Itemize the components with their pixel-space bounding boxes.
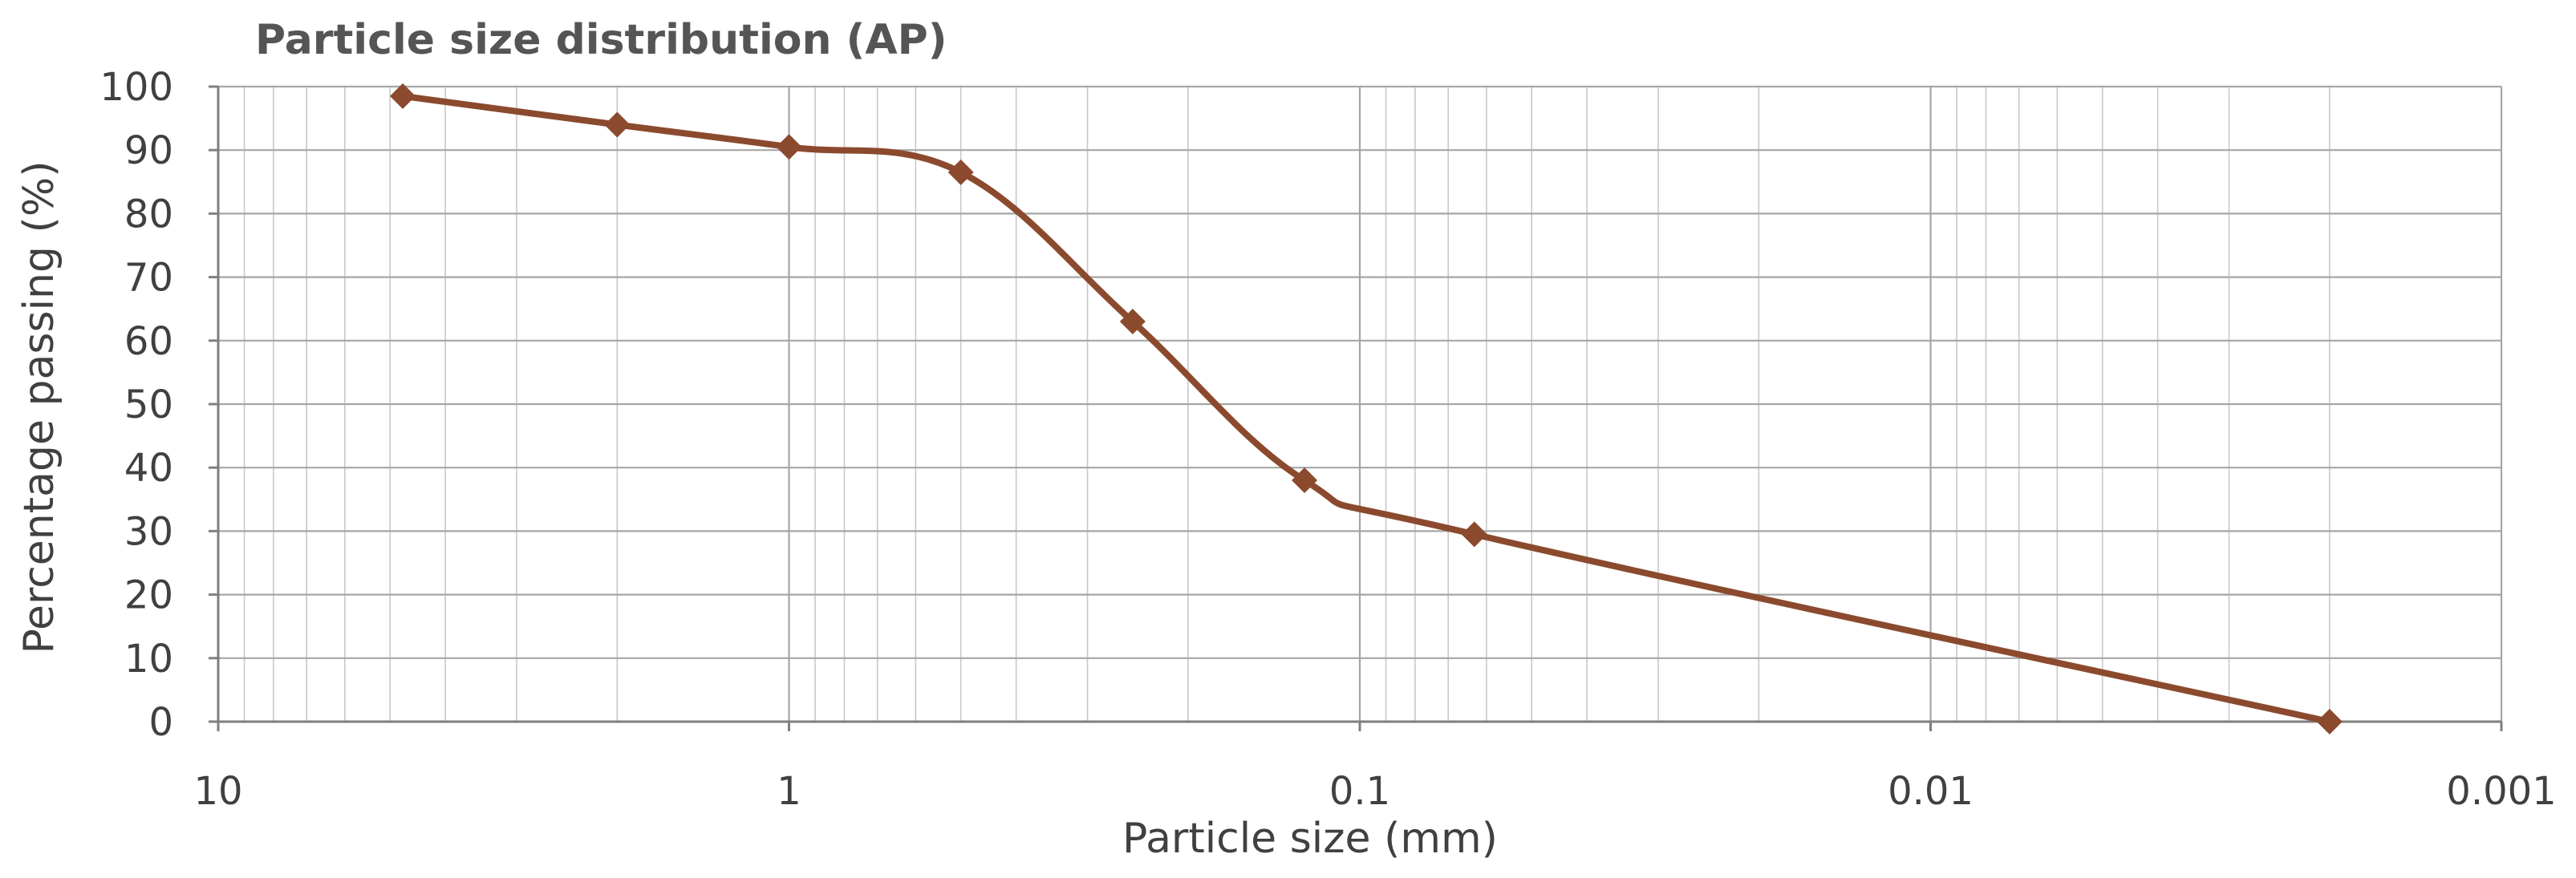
y-tick-label: 60 — [124, 319, 173, 364]
x-tick-label: 0.01 — [1888, 769, 1974, 814]
y-tick-label: 100 — [99, 65, 173, 110]
y-tick-label: 50 — [124, 382, 173, 427]
data-point-marker — [1119, 309, 1146, 335]
x-tick-label: 10 — [193, 769, 242, 814]
series-layer — [390, 83, 2343, 734]
y-tick-label: 30 — [124, 509, 173, 554]
y-axis-label: Percentage passing (%) — [15, 160, 63, 653]
y-tick-label: 20 — [124, 573, 173, 618]
y-tick-label: 80 — [124, 192, 173, 237]
data-point-marker — [947, 159, 974, 185]
y-tick-label: 40 — [124, 446, 173, 491]
data-point-marker — [776, 134, 802, 160]
y-tick-label: 10 — [124, 637, 173, 682]
x-tick-label: 0.001 — [2446, 769, 2556, 814]
series-line — [400, 92, 2333, 725]
data-point-marker — [1461, 521, 1487, 548]
data-point-marker — [1292, 467, 1318, 494]
y-tick-label: 70 — [124, 256, 173, 301]
x-tick-label: 1 — [777, 769, 801, 814]
y-tick-label: 0 — [148, 700, 173, 745]
x-axis-ticks: 10 1 0.1 0.01 0.001 — [193, 769, 2556, 814]
grid — [217, 85, 2503, 723]
x-axis-label: Particle size (mm) — [1122, 815, 1498, 863]
data-point-marker — [2316, 709, 2343, 734]
axes — [209, 85, 2503, 731]
x-tick-label: 0.1 — [1329, 769, 1390, 814]
chart-title: Particle size distribution (AP) — [255, 16, 947, 64]
data-point-marker — [604, 111, 631, 138]
y-tick-label: 90 — [124, 128, 173, 173]
y-axis-ticks: 0 10 20 30 40 50 60 70 80 90 100 — [99, 65, 173, 745]
data-point-marker — [390, 83, 416, 109]
